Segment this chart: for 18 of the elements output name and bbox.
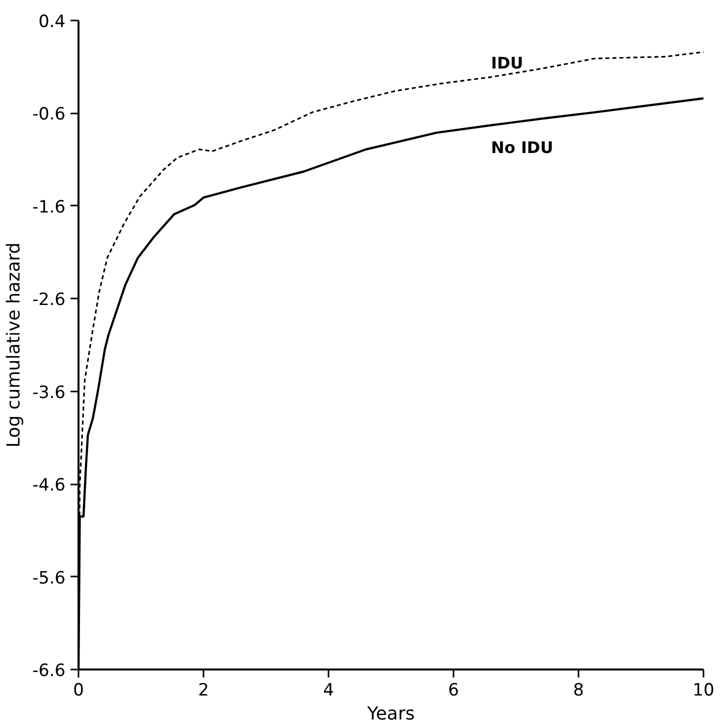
y-tick-label: -6.6 bbox=[32, 661, 66, 681]
y-tick-label: -3.6 bbox=[32, 382, 66, 403]
series-label: IDU bbox=[491, 54, 524, 73]
y-tick-label: -4.6 bbox=[32, 476, 66, 496]
x-tick-label: 8 bbox=[573, 680, 584, 700]
y-tick-label: -2.6 bbox=[32, 290, 66, 310]
y-tick-label: 0.4 bbox=[38, 12, 66, 32]
series-label: No IDU bbox=[491, 138, 554, 157]
y-tick-label: -1.6 bbox=[32, 197, 66, 218]
x-tick-label: 10 bbox=[692, 680, 714, 700]
y-tick-label: -0.6 bbox=[32, 104, 66, 125]
x-tick-label: 0 bbox=[73, 680, 84, 700]
x-tick-label: 6 bbox=[448, 680, 459, 700]
x-tick-label: 4 bbox=[323, 680, 334, 700]
x-tick-label: 2 bbox=[198, 680, 209, 700]
y-axis-title: Log cumulative hazard bbox=[3, 242, 24, 448]
y-tick-label: -5.6 bbox=[32, 568, 66, 588]
x-axis-title: Years bbox=[366, 704, 415, 724]
